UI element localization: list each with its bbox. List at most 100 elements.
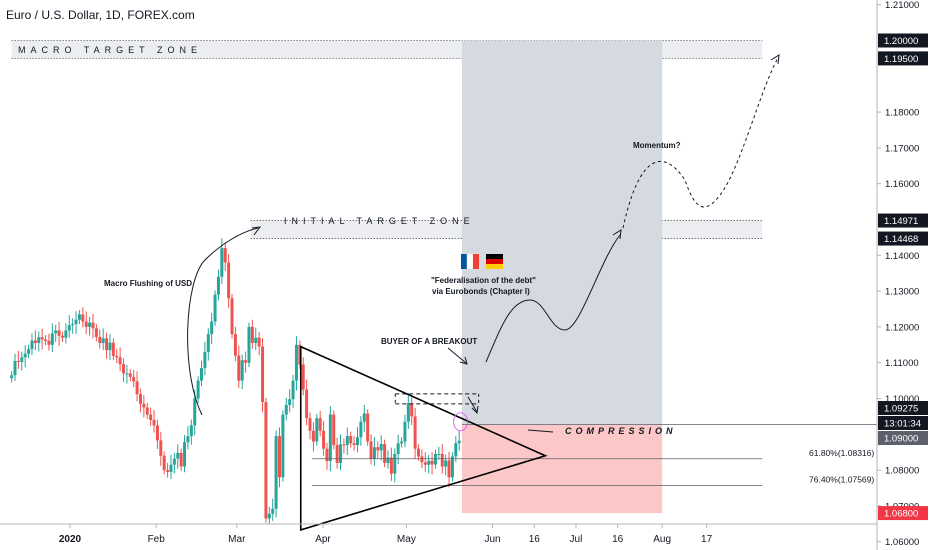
candle-body [369, 441, 373, 459]
candle [118, 347, 122, 372]
candle-body [101, 338, 105, 344]
candle [172, 452, 176, 474]
candle-body [57, 330, 61, 336]
candle-body [271, 508, 275, 514]
candle-body [179, 452, 183, 467]
candle [345, 427, 349, 456]
candle [216, 269, 220, 301]
candle [335, 437, 339, 469]
candle-body [166, 470, 170, 472]
candle-body [440, 453, 444, 467]
candle-body [410, 403, 414, 417]
candle-body [393, 453, 397, 474]
candle [155, 419, 159, 449]
candle-body [349, 436, 353, 444]
candle-body [77, 314, 81, 320]
candle-body [298, 344, 302, 365]
candle [339, 434, 343, 471]
candle [393, 448, 397, 483]
candle-body [308, 418, 312, 431]
time-tick-label: 17 [701, 534, 713, 545]
candle [101, 328, 105, 351]
candle [325, 442, 329, 470]
annotations-layer: MACRO TARGET ZONE INITIAL TARGET ZONE Ma… [18, 45, 681, 436]
price-badge [878, 231, 928, 246]
candle [267, 506, 271, 525]
price-badge-label: 1.20000 [884, 36, 918, 47]
candle-body [122, 364, 126, 374]
candle [349, 431, 353, 448]
candle [379, 435, 383, 461]
candle [10, 370, 14, 383]
candle [166, 462, 170, 478]
candle [213, 290, 217, 326]
candle [122, 358, 126, 383]
candle [57, 321, 61, 346]
candle [423, 452, 427, 472]
candle-body [172, 458, 176, 465]
compression-label: COMPRESSION [565, 426, 677, 436]
candle [20, 351, 24, 371]
candle-body [152, 419, 156, 426]
candle-body [281, 414, 285, 478]
candle [359, 416, 363, 446]
candle [430, 452, 434, 475]
price-tick-label: 1.17000 [885, 143, 919, 154]
candle-body [37, 337, 41, 344]
price-badge-label: 1.09000 [884, 434, 918, 445]
price-badge [878, 401, 928, 415]
candle-body [335, 445, 339, 463]
candle-body [206, 334, 210, 352]
candle-body [132, 377, 136, 382]
candle [84, 311, 88, 335]
time-axis[interactable]: 2020 Feb Mar Apr May Jun 16 Jul 16 Aug 17 [59, 524, 713, 545]
candle-body [44, 339, 48, 341]
candle-body [128, 373, 132, 378]
candle [254, 327, 258, 351]
candle [389, 447, 393, 481]
candle [237, 345, 241, 388]
federalisation-label-line1: "Federalisation of the debt" [431, 276, 536, 285]
candle [447, 451, 451, 488]
candle-body [162, 455, 166, 471]
macro-flushing-arrow [187, 227, 259, 416]
time-tick-label: Jul [570, 534, 583, 545]
candle-body [193, 398, 197, 426]
time-tick-label: May [397, 534, 416, 545]
candle [383, 439, 387, 468]
candle-body [220, 248, 224, 277]
candle-body [261, 346, 265, 403]
price-badge [878, 51, 928, 66]
candle-body [108, 342, 112, 351]
candle-body [81, 314, 85, 322]
price-tick-label: 1.16000 [885, 179, 919, 190]
candle-body [10, 375, 14, 379]
candle [406, 393, 410, 429]
price-badge [878, 33, 928, 48]
federalisation-label-line2: via Eurobonds (Chapter I) [432, 287, 530, 296]
candle [193, 389, 197, 436]
candle [284, 397, 288, 421]
candle [67, 315, 71, 338]
candle [444, 454, 448, 476]
candle-body [54, 330, 58, 334]
candle-body [23, 353, 27, 358]
candle-body [91, 322, 95, 329]
candle [196, 376, 200, 403]
price-badge-label: 1.09275 [884, 404, 918, 415]
candle-body [186, 436, 190, 443]
candle-body [30, 340, 34, 350]
candle [189, 419, 193, 445]
candle-body [372, 447, 376, 459]
candle [288, 389, 292, 413]
candle-body [155, 425, 159, 441]
price-axis[interactable]: 1.210001.180001.170001.160001.150001.140… [877, 0, 919, 548]
stop-box [461, 424, 663, 514]
candle [50, 323, 54, 352]
macro-flushing-label: Macro Flushing of USD [104, 279, 192, 288]
candle-body [74, 319, 78, 325]
candle-body [342, 444, 346, 446]
price-badge-label: 1.14468 [884, 234, 918, 245]
candle [186, 426, 190, 450]
